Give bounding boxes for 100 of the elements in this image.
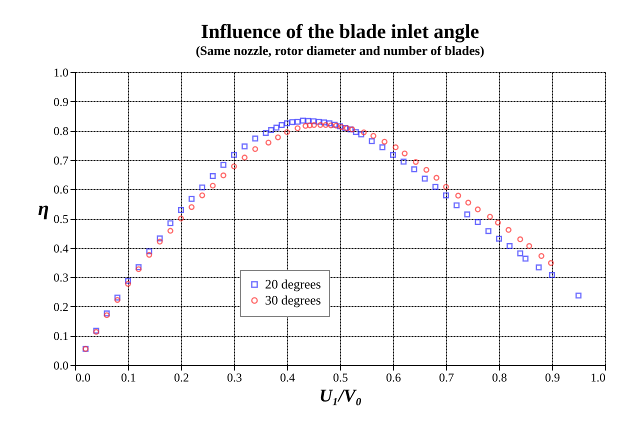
point (210, 173, 216, 180)
y-tick-label: 1.0 (54, 66, 68, 80)
point (360, 129, 367, 136)
point (486, 214, 493, 220)
point (220, 162, 226, 168)
chart-title: Influence of the blade inlet angle (200, 21, 480, 43)
point (455, 192, 462, 199)
x-tick-label: 0.6 (386, 370, 401, 384)
y-tick-label: 0.6 (54, 182, 68, 197)
point (125, 280, 131, 287)
point (114, 294, 120, 301)
point (454, 202, 460, 208)
x-tick-label: 0.5 (333, 370, 348, 384)
point (294, 118, 301, 125)
point (517, 236, 524, 242)
point (433, 174, 440, 181)
point (496, 236, 502, 242)
legend-label: 30 degrees (265, 292, 321, 308)
point (316, 118, 322, 125)
point (178, 216, 184, 222)
point (432, 184, 438, 190)
x-tick-label: 0.2 (174, 370, 189, 384)
y-tick-label: 0.3 (54, 270, 68, 285)
point (402, 150, 408, 156)
point (156, 235, 163, 242)
point (522, 256, 528, 262)
point (368, 138, 375, 144)
point (400, 158, 407, 165)
point (517, 250, 524, 256)
point (273, 124, 280, 131)
point (423, 166, 430, 173)
point (268, 127, 274, 134)
y-tick-label: 0.4 (54, 241, 68, 256)
x-tick-label: 0.1 (121, 370, 136, 384)
point (199, 192, 206, 198)
point (146, 252, 152, 258)
point (358, 131, 364, 138)
y-tick-label: 0.5 (54, 212, 68, 226)
point (352, 129, 359, 136)
y-tick-label: 0.0 (54, 358, 68, 372)
point (302, 122, 309, 129)
point (506, 226, 512, 233)
point (289, 119, 296, 126)
point (382, 138, 388, 145)
point (322, 122, 329, 128)
point (125, 278, 131, 284)
x-tick-label: 1.0 (590, 370, 606, 384)
point (146, 248, 152, 254)
point (317, 122, 324, 128)
point (284, 129, 290, 136)
point (274, 134, 281, 140)
point (526, 243, 532, 250)
y-tick-label: 0.1 (54, 329, 68, 344)
point (379, 144, 386, 150)
point (494, 220, 501, 226)
x-axis-title: U₁/V₀ (319, 386, 362, 406)
point (220, 172, 226, 178)
point (311, 122, 318, 128)
point (188, 204, 195, 210)
point (252, 136, 258, 142)
point (321, 119, 328, 126)
y-tick-label: 0.8 (54, 124, 68, 138)
point (294, 125, 301, 132)
point (536, 264, 542, 270)
point (252, 146, 258, 152)
point (411, 166, 418, 172)
point (300, 118, 306, 124)
point (167, 228, 174, 234)
point (262, 130, 269, 136)
point (199, 184, 206, 190)
x-tick-label: 0.9 (545, 370, 560, 384)
point (231, 152, 237, 158)
x-tick-label: 0.4 (280, 370, 295, 384)
point (265, 140, 272, 146)
point (465, 200, 472, 206)
y-tick-label: 0.7 (54, 153, 68, 168)
point (178, 207, 184, 213)
y-axis-title: η (38, 198, 50, 220)
point (284, 120, 290, 126)
x-tick-label: 0.8 (492, 370, 507, 384)
chart-subtitle: (Same nozzle, rotor diameter and number of blades) (196, 43, 484, 58)
x-tick-label: 0.7 (439, 370, 454, 384)
point (390, 152, 396, 158)
y-tick-label: 0.9 (54, 94, 68, 109)
point (392, 144, 399, 150)
point (474, 219, 481, 226)
point (412, 158, 419, 165)
point (485, 228, 492, 234)
point (370, 132, 376, 139)
point (576, 292, 582, 299)
point (242, 154, 248, 161)
legend-label: 20 degrees (265, 276, 321, 292)
point (210, 182, 216, 189)
point (305, 118, 312, 124)
point (422, 176, 428, 182)
point (242, 143, 248, 150)
x-tick-label: 0.3 (227, 370, 242, 384)
point (167, 220, 174, 226)
point (156, 238, 163, 245)
point (306, 122, 313, 128)
